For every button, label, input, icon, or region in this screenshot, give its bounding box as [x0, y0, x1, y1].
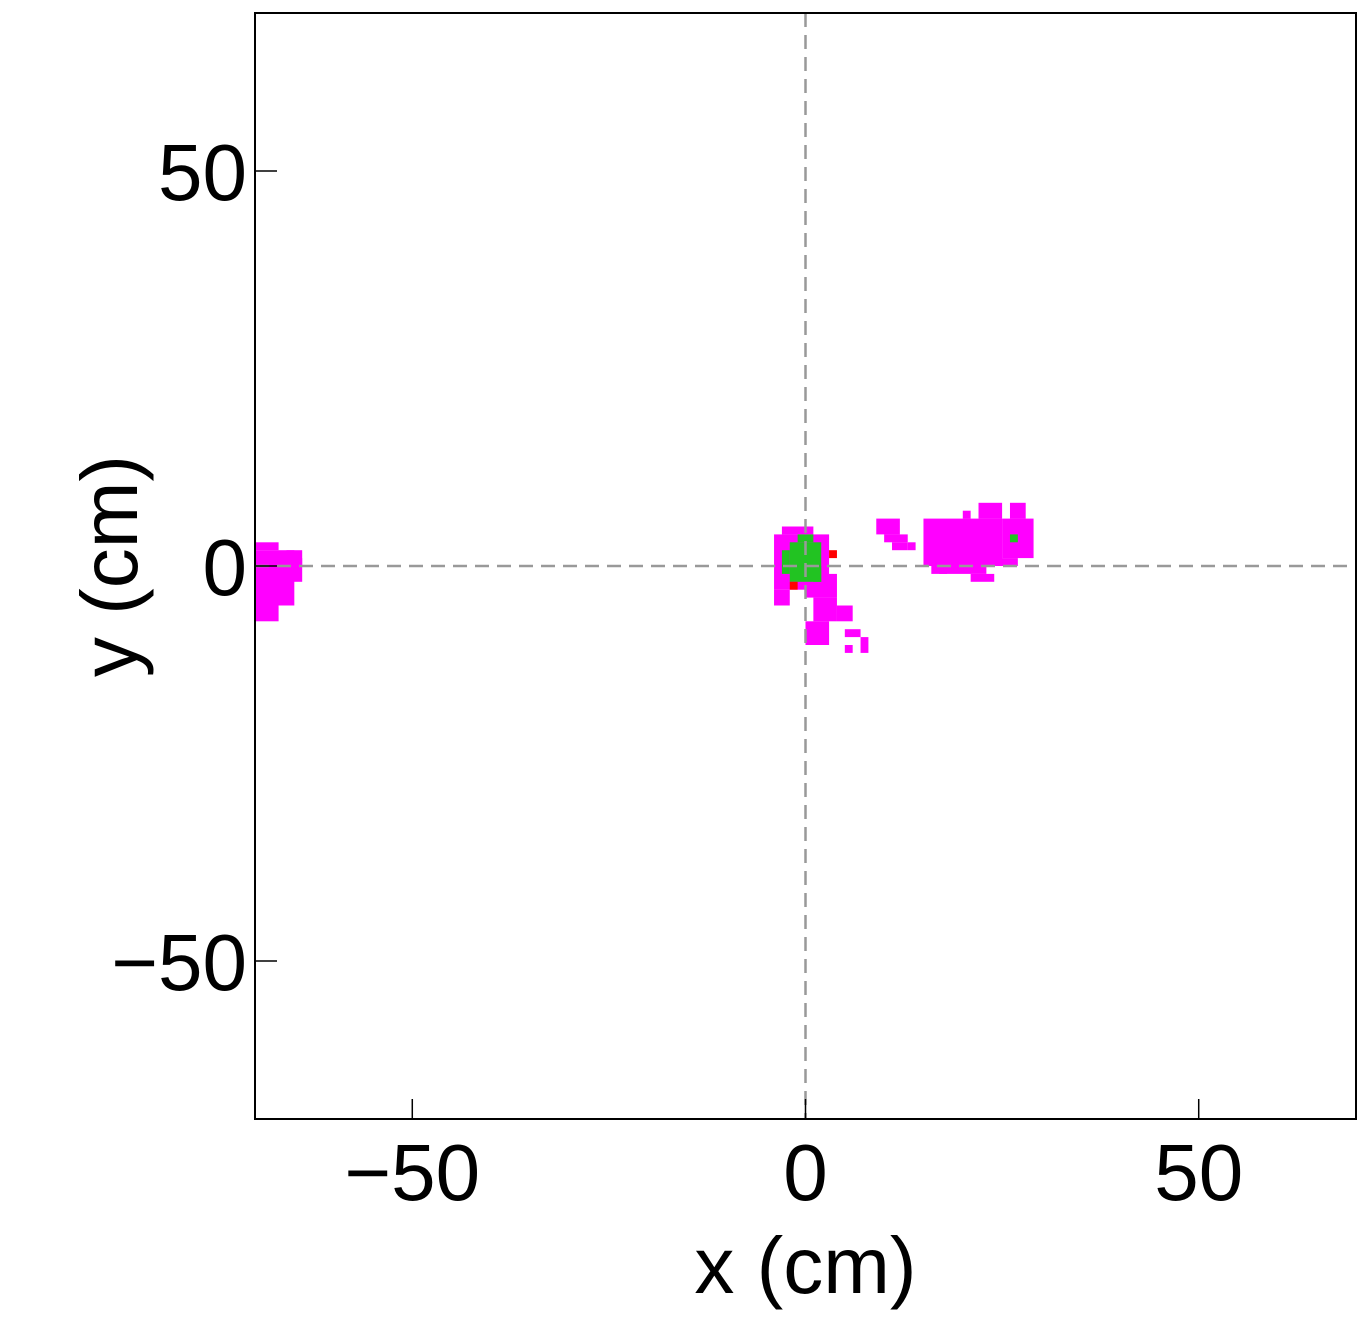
heatmap-cell-red [829, 550, 837, 559]
heatmap-cell-magenta [962, 510, 971, 519]
y-tick-label: −50 [111, 918, 247, 1007]
heatmap-cells [255, 502, 1034, 653]
heatmap-cell-magenta [294, 558, 303, 566]
heatmap-cell-green [797, 534, 814, 543]
heatmap-cell-magenta [781, 526, 814, 535]
heatmap-cell-magenta [931, 566, 987, 574]
heatmap-cell-magenta [970, 573, 995, 582]
heatmap-cell-magenta [994, 558, 1018, 566]
heatmap-cell-magenta [844, 645, 853, 653]
reference-lines [255, 13, 1356, 1119]
heatmap-cell-magenta [907, 542, 916, 551]
heatmap-cell-magenta [876, 518, 900, 535]
heatmap-cell-magenta [836, 605, 853, 622]
heatmap-cell-magenta [860, 637, 869, 653]
heatmap-cell-red [789, 581, 798, 590]
heatmap-cell-magenta [1009, 502, 1026, 519]
heatmap-cell-green [781, 550, 790, 574]
heatmap-cell-green [1009, 534, 1018, 543]
heatmap-cell-magenta [884, 534, 908, 543]
y-tick-label: 50 [158, 128, 247, 217]
y-tick-label: 0 [203, 523, 248, 612]
heatmap-cell-magenta [805, 621, 830, 645]
x-tick-label: −50 [344, 1128, 480, 1217]
heatmap-cell-magenta [1002, 518, 1034, 559]
heatmap-cell-green [813, 566, 822, 582]
axis-ticks: −50 0 50 −50 0 50 [111, 128, 1243, 1217]
heatmap-cell-magenta [255, 605, 279, 622]
x-axis-label: x (cm) [694, 1221, 916, 1310]
x-tick-label: 0 [783, 1128, 828, 1217]
heatmap-cell-magenta [844, 629, 861, 638]
heatmap-cell-magenta [255, 542, 279, 551]
heatmap-cell-magenta [923, 518, 1003, 566]
heatmap-cell-magenta [978, 502, 1003, 519]
y-axis-label: y (cm) [65, 455, 154, 677]
heatmap-cell-magenta [892, 542, 908, 551]
heatmap-cell-magenta [939, 566, 948, 574]
heatmap-cell-magenta [774, 589, 790, 606]
heatmap-cell-magenta [813, 597, 837, 622]
x-tick-label: 50 [1154, 1128, 1243, 1217]
